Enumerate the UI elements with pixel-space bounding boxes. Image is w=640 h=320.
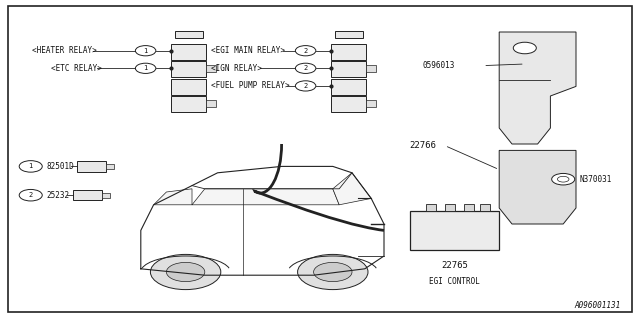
Bar <box>172 61 206 77</box>
Text: 2: 2 <box>303 48 308 54</box>
Text: <EGI MAIN RELAY>: <EGI MAIN RELAY> <box>211 46 285 55</box>
Circle shape <box>150 254 221 290</box>
Bar <box>464 204 474 211</box>
Text: 0596013: 0596013 <box>422 61 455 70</box>
Text: 25232: 25232 <box>46 191 69 200</box>
Polygon shape <box>499 32 576 144</box>
Bar <box>366 65 376 72</box>
Bar <box>102 193 110 198</box>
Text: <ETC RELAY>: <ETC RELAY> <box>51 64 102 73</box>
Circle shape <box>166 262 205 282</box>
Text: 1: 1 <box>29 164 33 169</box>
Text: 2: 2 <box>303 65 308 71</box>
Text: 82501D: 82501D <box>46 162 74 171</box>
Polygon shape <box>333 173 371 205</box>
Bar <box>73 190 102 200</box>
Bar <box>175 31 203 38</box>
Bar <box>206 65 216 72</box>
Text: A096001131: A096001131 <box>575 301 621 310</box>
Circle shape <box>298 254 368 290</box>
Bar <box>332 61 367 77</box>
Text: 22766: 22766 <box>410 141 436 150</box>
Bar <box>445 204 455 211</box>
Text: 2: 2 <box>303 83 308 89</box>
Circle shape <box>314 262 352 282</box>
Text: EGI CONTROL: EGI CONTROL <box>429 277 480 286</box>
Bar <box>206 100 216 107</box>
Bar <box>106 164 114 170</box>
Polygon shape <box>154 189 192 205</box>
Text: 1: 1 <box>143 65 148 71</box>
Text: <HEATER RELAY>: <HEATER RELAY> <box>32 46 97 55</box>
Circle shape <box>552 173 575 185</box>
Bar <box>172 44 206 60</box>
Bar <box>426 204 436 211</box>
Text: 2: 2 <box>29 192 33 198</box>
Bar <box>335 31 363 38</box>
Bar <box>332 96 367 112</box>
Bar <box>332 44 367 60</box>
Bar <box>480 204 490 211</box>
Bar <box>172 79 206 95</box>
Polygon shape <box>499 150 576 224</box>
Bar <box>410 211 499 250</box>
Bar <box>172 96 206 112</box>
Bar <box>77 161 106 172</box>
Text: 22765: 22765 <box>441 261 468 270</box>
Text: N370031: N370031 <box>579 175 612 184</box>
Circle shape <box>513 42 536 54</box>
Bar <box>366 100 376 107</box>
Text: 1: 1 <box>143 48 148 54</box>
Text: <FUEL PUMP RELAY>: <FUEL PUMP RELAY> <box>211 81 290 91</box>
Text: <IGN RELAY>: <IGN RELAY> <box>211 64 262 73</box>
Bar <box>332 79 367 95</box>
Polygon shape <box>192 189 339 205</box>
